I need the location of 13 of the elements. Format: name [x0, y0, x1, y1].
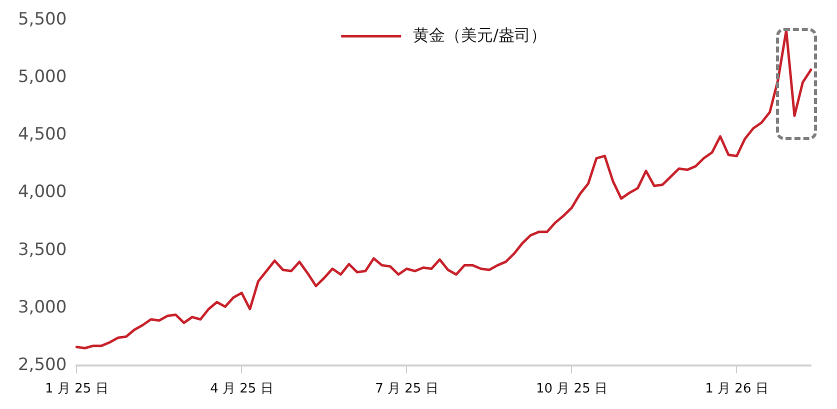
y-tick-label: 2,500 — [18, 354, 67, 375]
x-tick-label: 4 月 25 日 — [210, 382, 274, 397]
y-tick-label: 4,000 — [18, 182, 67, 202]
x-tick-label: 1 月 26 日 — [705, 382, 768, 397]
y-tick-label: 5,000 — [18, 67, 67, 88]
x-tick-label: 7 月 25 日 — [375, 382, 438, 397]
x-tick-label: 10 月 25 日 — [536, 382, 608, 397]
y-tick-label: 3,000 — [18, 297, 67, 318]
x-tick-label: 1 月 25 日 — [45, 382, 108, 397]
y-tick-label: 3,500 — [18, 240, 67, 260]
y-tick-label: 5,500 — [18, 10, 67, 30]
y-tick-label: 4,500 — [18, 124, 67, 145]
legend-label: 黄金（美元/盎司） — [413, 25, 547, 44]
